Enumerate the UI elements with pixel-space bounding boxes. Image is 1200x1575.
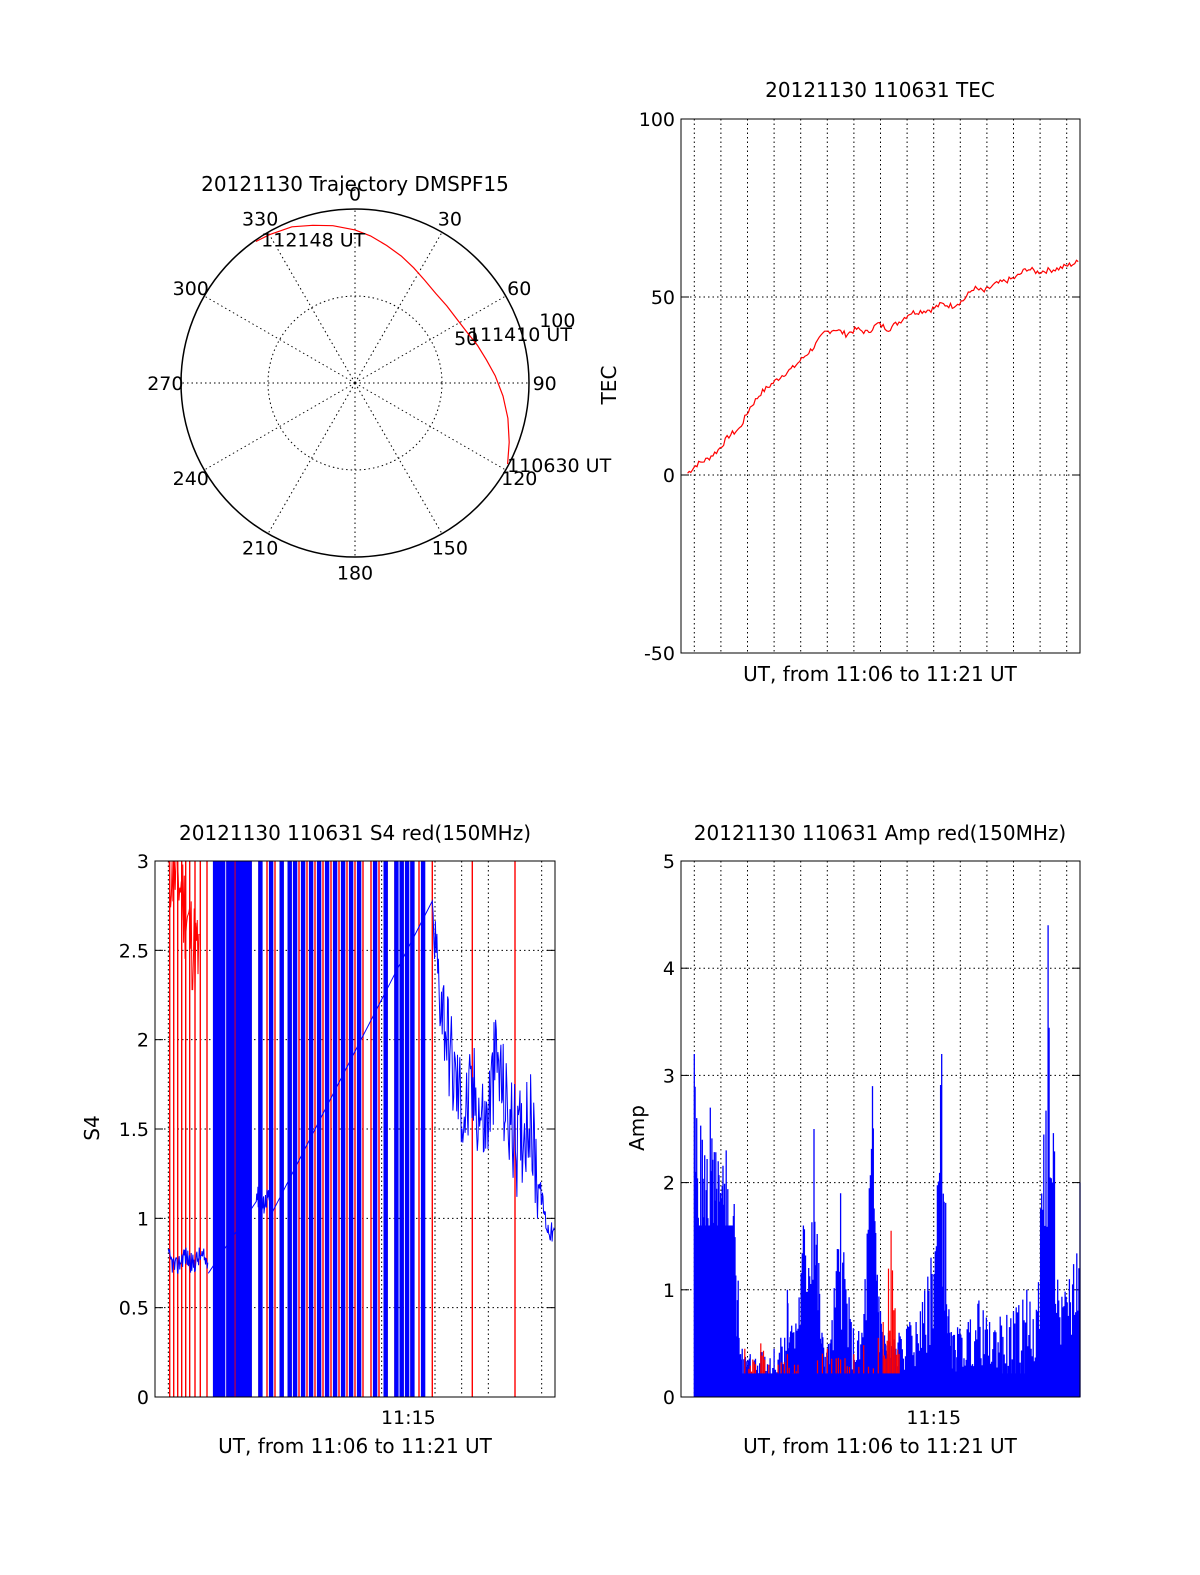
- x-tick-label: 11:15: [381, 1407, 436, 1429]
- tec-chart: 20121130 110631 TEC UT, from 11:06 to 11…: [597, 78, 1081, 686]
- angle-tick-label: 270: [147, 373, 183, 395]
- amp-blue-bars: [693, 925, 1081, 1397]
- polar-spoke: [204, 382, 356, 471]
- y-tick-label: 1: [663, 1280, 675, 1302]
- angle-tick-label: 0: [349, 183, 361, 205]
- x-axis-label: UT, from 11:06 to 11:21 UT: [743, 662, 1018, 686]
- polar-spoke: [267, 382, 356, 534]
- y-tick-label: -50: [644, 643, 675, 665]
- trajectory-time-label: 110630 UT: [507, 455, 611, 477]
- plot-grid: [681, 118, 1080, 654]
- amp-blue-dense-block: [694, 1225, 735, 1397]
- radial-tick-label: 100: [539, 310, 575, 332]
- polar-angle-labels: 0 30 60 90 120 150 180 210 240 270 300 330: [147, 183, 557, 584]
- y-tick-label: 1: [137, 1208, 149, 1230]
- trajectory-time-label: 111410 UT: [468, 324, 572, 346]
- s4-series: [167, 860, 555, 1397]
- s4-blue-spikes: [212, 861, 426, 1397]
- x-tick-labels: 11:15: [381, 1407, 436, 1429]
- y-axis-label: Amp: [625, 1105, 649, 1151]
- s4-blue-line: [167, 899, 555, 1274]
- polar-spoke: [354, 295, 506, 384]
- y-tick-label: 2: [137, 1030, 149, 1052]
- x-axis-label: UT, from 11:06 to 11:21 UT: [743, 1434, 1018, 1458]
- y-tick-label: 4: [663, 958, 675, 980]
- angle-tick-label: 240: [173, 468, 209, 490]
- amp-series: [693, 925, 1081, 1397]
- angle-tick-label: 330: [242, 209, 278, 231]
- y-tick-label: 1.5: [119, 1119, 149, 1141]
- plot-frame: [154, 860, 556, 1398]
- trajectory-line: [255, 224, 510, 465]
- radial-tick-label: 50: [454, 328, 478, 350]
- trajectory-polar-chart: 20121130 Trajectory DMSPF15 0 30 60 90 120 15…: [147, 172, 611, 585]
- polar-radial-labels: 50 100: [454, 310, 575, 350]
- angle-tick-label: 150: [432, 537, 468, 559]
- trajectory-time-label: 112148 UT: [261, 230, 365, 252]
- s4-chart: 20121130 110631 S4 red(150MHz) UT, from …: [80, 821, 556, 1458]
- y-tick-labels: 0 1 2 3 4 5: [663, 851, 675, 1409]
- chart-title: 20121130 110631 TEC: [765, 78, 995, 102]
- x-tick-labels: 11:15: [906, 1407, 961, 1429]
- angle-tick-label: 120: [501, 468, 537, 490]
- y-tick-label: 2.5: [119, 940, 149, 962]
- y-tick-label: 50: [651, 287, 675, 309]
- y-tick-label: 5: [663, 851, 675, 873]
- polar-spoke: [354, 382, 443, 534]
- polar-spoke: [354, 382, 506, 471]
- x-axis-label: UT, from 11:06 to 11:21 UT: [218, 1434, 493, 1458]
- angle-tick-label: 30: [438, 209, 462, 231]
- chart-title: 20121130 110631 S4 red(150MHz): [179, 821, 531, 845]
- x-tick-label: 11:15: [906, 1407, 961, 1429]
- plot-frame: [680, 118, 1081, 654]
- polar-spoke: [354, 232, 443, 384]
- chart-title: 20121130 Trajectory DMSPF15: [201, 172, 509, 196]
- tec-line: [687, 259, 1079, 474]
- angle-tick-label: 210: [242, 537, 278, 559]
- y-tick-label: 100: [639, 109, 675, 131]
- angle-tick-label: 60: [507, 278, 531, 300]
- y-tick-labels: 0 0.5 1 1.5 2 2.5 3: [119, 851, 149, 1409]
- y-tick-label: 2: [663, 1173, 675, 1195]
- y-tick-label: 3: [137, 851, 149, 873]
- trajectory-series: [255, 224, 510, 465]
- polar-grid: [180, 208, 530, 558]
- s4-red-line: [168, 860, 200, 995]
- angle-tick-label: 180: [337, 563, 373, 585]
- y-tick-label: 0: [663, 465, 675, 487]
- amp-chart: 20121130 110631 Amp red(150MHz) UT, from…: [625, 821, 1081, 1458]
- angle-tick-label: 90: [533, 373, 557, 395]
- y-tick-label: 0: [663, 1387, 675, 1409]
- plot-frame: [680, 860, 1081, 1398]
- polar-spoke: [267, 232, 356, 384]
- amp-blue-baseline-block: [734, 1373, 1080, 1397]
- angle-tick-label: 300: [173, 278, 209, 300]
- y-tick-label: 3: [663, 1065, 675, 1087]
- polar-spoke: [204, 295, 356, 384]
- tec-series: [687, 259, 1079, 474]
- y-tick-labels: -50 0 50 100: [639, 109, 675, 665]
- trajectory-annotations: 112148 UT 111410 UT 110630 UT: [261, 230, 611, 477]
- y-tick-label: 0.5: [119, 1298, 149, 1320]
- y-axis-label: TEC: [597, 366, 621, 406]
- y-tick-label: 0: [137, 1387, 149, 1409]
- polar-outer-circle: [180, 208, 530, 558]
- chart-title: 20121130 110631 Amp red(150MHz): [694, 821, 1066, 845]
- y-axis-label: S4: [80, 1115, 104, 1140]
